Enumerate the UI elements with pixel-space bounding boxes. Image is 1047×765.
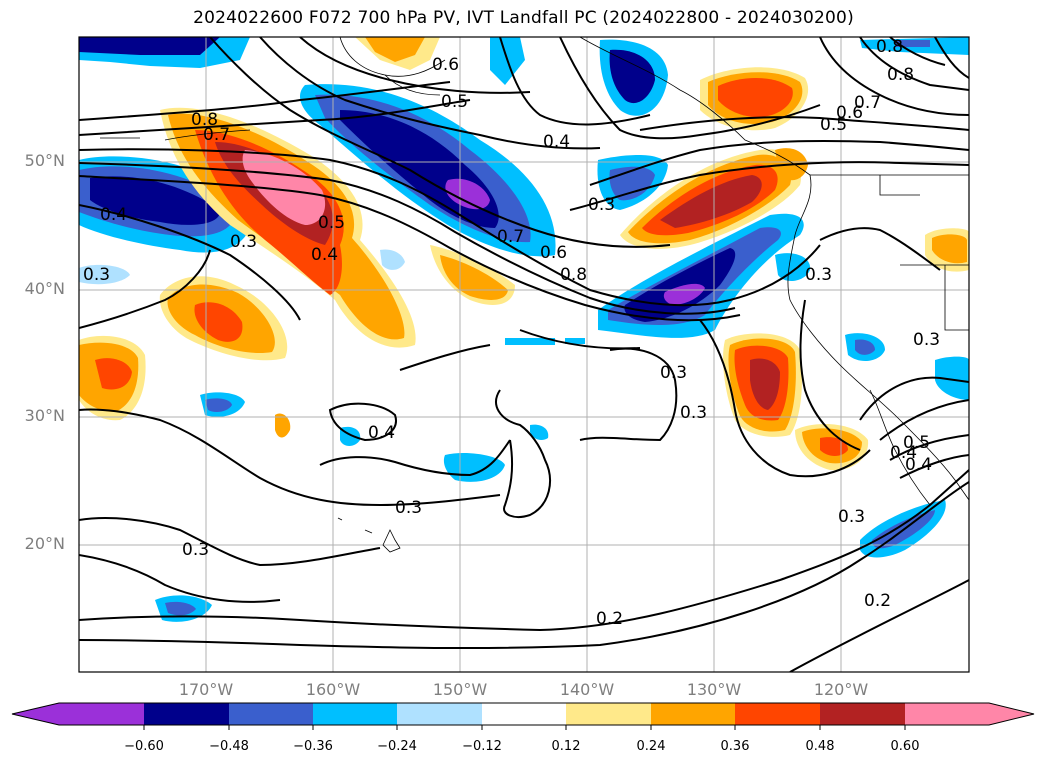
contours: [79, 37, 969, 672]
contour-label: 0.5: [903, 433, 930, 453]
contour-label: 0.2: [596, 609, 623, 629]
contour-label: 0.5: [441, 92, 468, 112]
colorbar-segment: [59, 703, 144, 725]
contour-label: 0.8: [191, 110, 218, 130]
colorbar-segment: [397, 703, 482, 725]
colorbar-tick-label: −0.48: [209, 739, 249, 754]
contour-label: 0.3: [230, 232, 257, 252]
contour-label: 0.7: [497, 227, 524, 247]
contour-label: 0.7: [203, 125, 230, 145]
lon-label-140w: 140°W: [559, 680, 615, 699]
contour-label: 0.3: [660, 363, 687, 383]
contour-label: 0.4: [368, 423, 395, 443]
lon-label-130w: 130°W: [686, 680, 742, 699]
contour-label: 0.3: [395, 498, 422, 518]
contour-label: 0.8: [887, 65, 914, 85]
lat-label-30n: 30°N: [24, 406, 65, 425]
colorbar-tick-label: 0.12: [551, 739, 581, 754]
colorbar-segment: [313, 703, 397, 725]
colorbar-tick-label: 0.24: [636, 739, 666, 754]
lon-label-150w: 150°W: [432, 680, 488, 699]
lon-label-160w: 160°W: [305, 680, 361, 699]
contour-label: 0.2: [864, 591, 891, 611]
colorbar-tick-label: −0.36: [293, 739, 333, 754]
gridlines: [79, 37, 969, 672]
contour-label: 0.6: [540, 243, 567, 263]
contour-label: 0.4: [100, 205, 127, 225]
lat-label-40n: 40°N: [24, 279, 65, 298]
colorbar-segment: [820, 703, 905, 725]
contour-label: 0.3: [913, 330, 940, 350]
colorbar-tick-label: −0.12: [462, 739, 502, 754]
colorbar: [11, 702, 1035, 730]
contour-label: 0.3: [805, 265, 832, 285]
contour-label: 0.3: [182, 540, 209, 560]
contour-label: 0.7: [854, 93, 881, 113]
contour-label: 0.5: [820, 115, 847, 135]
colorbar-segment: [735, 703, 820, 725]
contour-label: 0.3: [83, 265, 110, 285]
colorbar-tick-label: −0.60: [124, 739, 164, 754]
map-area: 0.8 0.7 0.6 0.5 0.4 0.3 0.5 0.4 0.4 0.3 …: [79, 37, 969, 672]
contour-label: 0.4: [905, 455, 932, 475]
colorbar-segment: [482, 703, 566, 725]
coastlines: [100, 37, 969, 553]
contour-labels: 0.8 0.7 0.6 0.5 0.4 0.3 0.5 0.4 0.4 0.3 …: [83, 37, 940, 629]
map-frame: [78, 36, 970, 673]
contour-label: 0.8: [876, 37, 903, 57]
contour-label: 0.3: [680, 403, 707, 423]
colorbar-tick-label: 0.48: [805, 739, 835, 754]
contour-label: 0.4: [543, 132, 570, 152]
colorbar-segment: [12, 703, 59, 725]
colorbar-tick-label: −0.24: [377, 739, 417, 754]
contour-label: 0.8: [560, 265, 587, 285]
contour-label: 0.3: [588, 195, 615, 215]
map-title: 2024022600 F072 700 hPa PV, IVT Landfall…: [193, 8, 854, 28]
colorbar-tick-label: 0.60: [890, 739, 920, 754]
lon-label-170w: 170°W: [178, 680, 234, 699]
lat-label-50n: 50°N: [24, 151, 65, 170]
lon-label-120w: 120°W: [813, 680, 869, 699]
contour-label: 0.3: [838, 507, 865, 527]
colorbar-segment: [905, 703, 989, 725]
colorbar-tick-label: 0.36: [720, 739, 750, 754]
colorbar-segment: [651, 703, 735, 725]
contour-label: 0.4: [311, 245, 338, 265]
colorbar-outline: [11, 702, 1035, 726]
contour-label: 0.5: [318, 213, 345, 233]
lat-label-20n: 20°N: [24, 534, 65, 553]
colorbar-segment: [989, 703, 1034, 725]
colorbar-segment: [229, 703, 313, 725]
contour-label: 0.4: [890, 443, 917, 463]
colorbar-tick-marks: [143, 725, 906, 730]
colorbar-segment: [566, 703, 651, 725]
contour-label: 0.6: [432, 55, 459, 75]
contour-label: 0.6: [836, 103, 863, 123]
colorbar-segment: [144, 703, 229, 725]
